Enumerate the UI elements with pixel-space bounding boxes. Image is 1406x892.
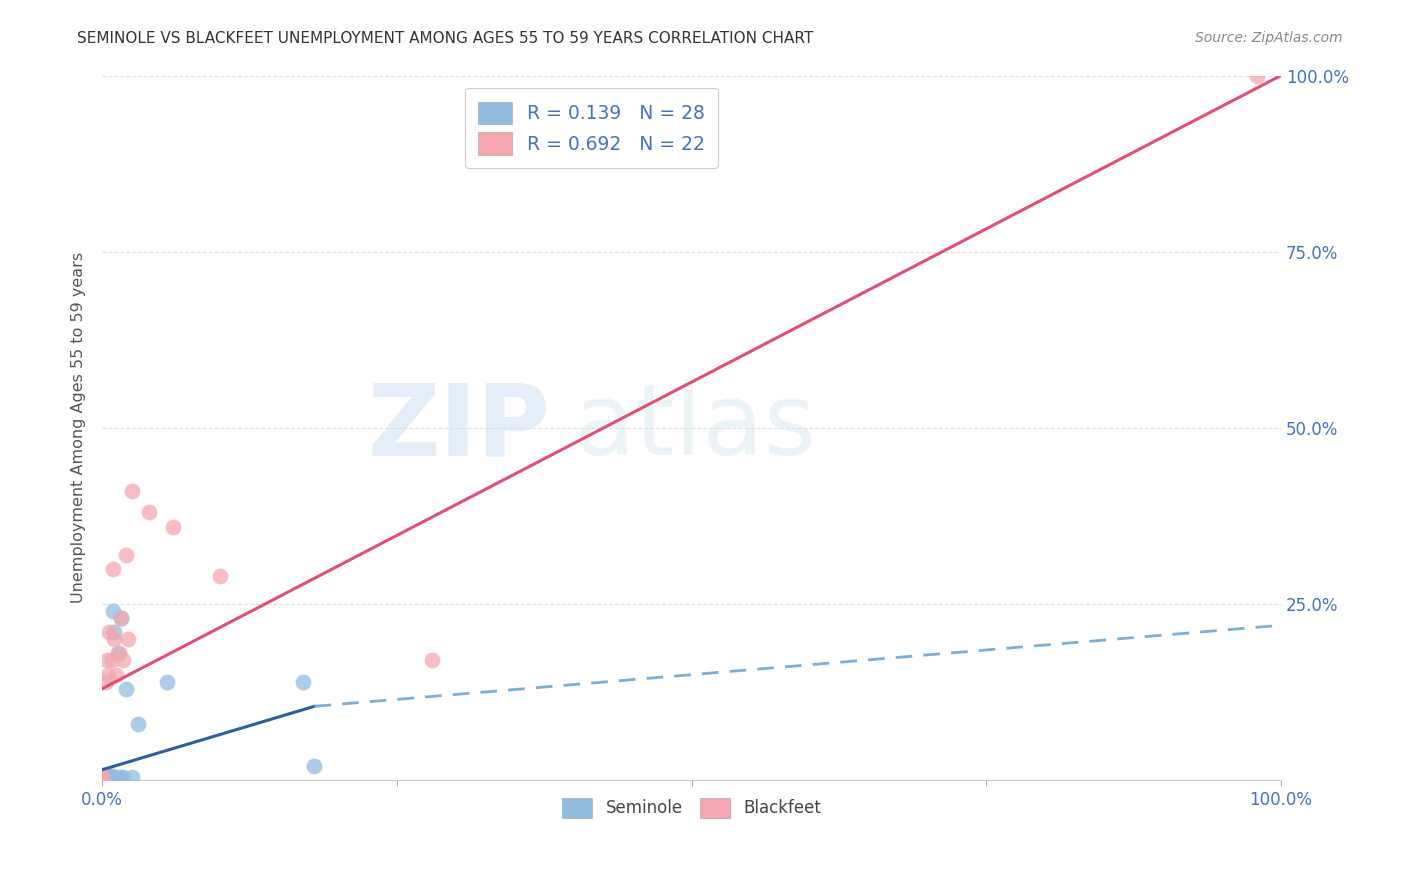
Point	[100, 769, 122, 783]
Point	[103, 625, 125, 640]
Point	[91, 771, 114, 785]
Point	[1246, 69, 1268, 83]
Point	[91, 773, 114, 788]
Text: SEMINOLE VS BLACKFEET UNEMPLOYMENT AMONG AGES 55 TO 59 YEARS CORRELATION CHART: SEMINOLE VS BLACKFEET UNEMPLOYMENT AMONG…	[77, 31, 814, 46]
Point	[91, 768, 114, 782]
Point	[104, 770, 127, 784]
Legend: Seminole, Blackfeet: Seminole, Blackfeet	[555, 791, 827, 825]
Point	[91, 773, 114, 788]
Point	[91, 773, 114, 788]
Point	[98, 625, 121, 640]
Point	[420, 653, 443, 667]
Point	[114, 548, 136, 562]
Text: ZIP: ZIP	[367, 379, 550, 476]
Point	[121, 770, 143, 784]
Point	[96, 653, 118, 667]
Point	[101, 562, 124, 576]
Point	[107, 647, 129, 661]
Point	[97, 773, 120, 788]
Point	[91, 773, 114, 788]
Point	[91, 771, 114, 785]
Point	[304, 759, 326, 773]
Y-axis label: Unemployment Among Ages 55 to 59 years: Unemployment Among Ages 55 to 59 years	[72, 252, 86, 604]
Point	[101, 604, 124, 618]
Point	[94, 674, 117, 689]
Point	[112, 770, 135, 784]
Point	[91, 773, 114, 788]
Point	[96, 767, 118, 781]
Point	[91, 773, 114, 788]
Point	[100, 771, 122, 785]
Point	[156, 674, 179, 689]
Point	[100, 653, 122, 667]
Point	[209, 569, 232, 583]
Point	[127, 717, 149, 731]
Point	[91, 770, 114, 784]
Point	[97, 667, 120, 681]
Point	[112, 653, 135, 667]
Point	[91, 769, 114, 783]
Point	[108, 770, 131, 784]
Point	[98, 771, 121, 785]
Point	[103, 632, 125, 647]
Point	[138, 506, 160, 520]
Point	[291, 674, 314, 689]
Point	[94, 770, 117, 784]
Point	[162, 519, 184, 533]
Point	[105, 771, 128, 785]
Text: Source: ZipAtlas.com: Source: ZipAtlas.com	[1195, 31, 1343, 45]
Point	[121, 484, 143, 499]
Point	[105, 667, 128, 681]
Point	[107, 647, 129, 661]
Point	[110, 611, 132, 625]
Text: atlas: atlas	[574, 379, 815, 476]
Point	[110, 611, 132, 625]
Point	[114, 681, 136, 696]
Point	[117, 632, 139, 647]
